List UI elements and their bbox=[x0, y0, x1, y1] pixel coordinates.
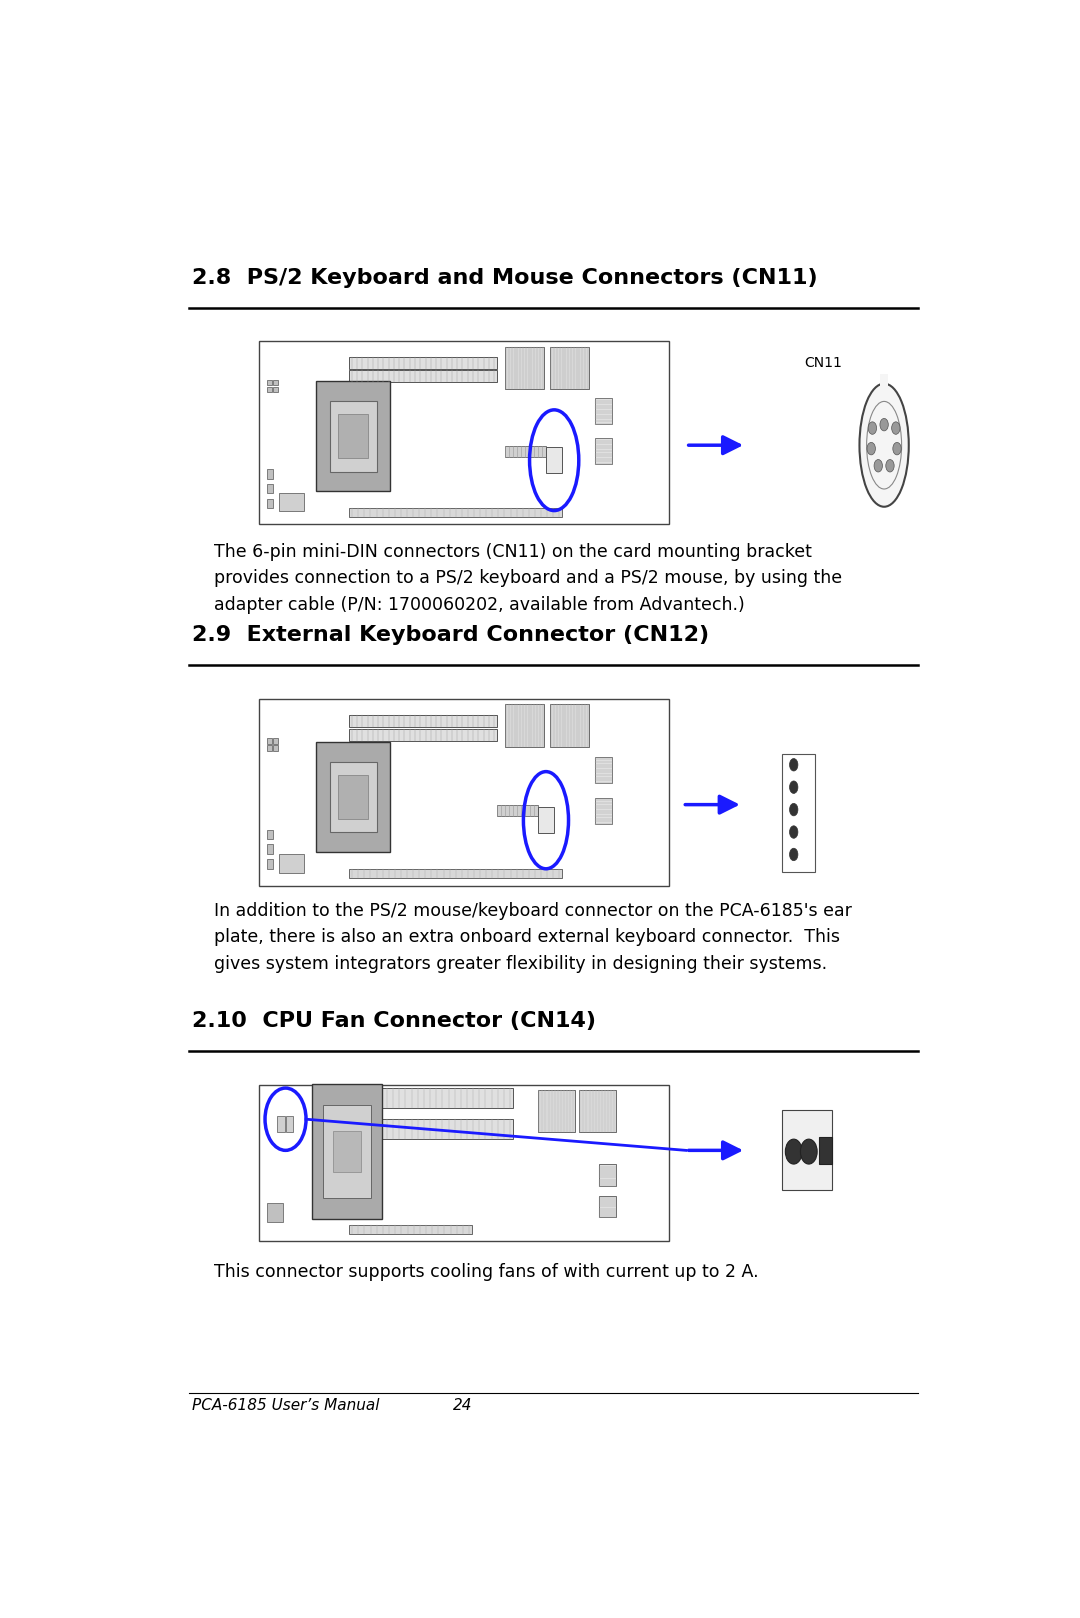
Text: 2.8  PS/2 Keyboard and Mouse Connectors (CN11): 2.8 PS/2 Keyboard and Mouse Connectors (… bbox=[192, 267, 818, 288]
Circle shape bbox=[893, 442, 901, 455]
Bar bbox=[316, 382, 390, 492]
Bar bbox=[349, 508, 563, 518]
Circle shape bbox=[789, 848, 798, 861]
Bar bbox=[349, 715, 497, 726]
Bar bbox=[267, 746, 272, 751]
Bar bbox=[280, 854, 303, 872]
Bar bbox=[349, 356, 497, 369]
Circle shape bbox=[880, 419, 888, 430]
Bar bbox=[323, 1105, 372, 1197]
Bar bbox=[329, 401, 377, 471]
Bar bbox=[538, 807, 554, 833]
Bar bbox=[259, 1086, 669, 1241]
Bar bbox=[550, 704, 589, 748]
Bar bbox=[278, 1116, 285, 1131]
Bar bbox=[349, 869, 563, 879]
Bar bbox=[316, 743, 390, 853]
Text: The 6-pin mini-DIN connectors (CN11) on the card mounting bracket
    provides c: The 6-pin mini-DIN connectors (CN11) on … bbox=[192, 544, 842, 613]
Bar bbox=[267, 1204, 283, 1222]
Text: This connector supports cooling fans of with current up to 2 A.: This connector supports cooling fans of … bbox=[192, 1264, 758, 1281]
Bar bbox=[259, 699, 669, 885]
Circle shape bbox=[800, 1139, 818, 1163]
Bar bbox=[267, 380, 272, 385]
Bar bbox=[550, 346, 589, 388]
Bar bbox=[595, 398, 611, 424]
Bar bbox=[349, 1225, 472, 1235]
Bar bbox=[819, 1137, 833, 1163]
Bar bbox=[273, 738, 279, 744]
Bar bbox=[267, 469, 273, 479]
Text: CN11: CN11 bbox=[805, 356, 842, 371]
Bar bbox=[546, 448, 563, 472]
Bar bbox=[497, 806, 538, 817]
Bar bbox=[267, 484, 273, 493]
Circle shape bbox=[785, 1139, 802, 1163]
Bar bbox=[505, 704, 544, 748]
Circle shape bbox=[868, 422, 877, 434]
Circle shape bbox=[892, 422, 900, 434]
Bar bbox=[267, 830, 273, 838]
Text: In addition to the PS/2 mouse/keyboard connector on the PCA-6185's ear
    plate: In addition to the PS/2 mouse/keyboard c… bbox=[192, 901, 852, 972]
Bar bbox=[341, 1087, 513, 1108]
Bar bbox=[273, 746, 279, 751]
Bar bbox=[599, 1165, 616, 1186]
Bar bbox=[505, 445, 546, 456]
Bar bbox=[782, 1110, 833, 1191]
Circle shape bbox=[789, 825, 798, 838]
Bar bbox=[782, 754, 815, 872]
Bar bbox=[285, 1116, 293, 1131]
Bar bbox=[273, 380, 279, 385]
Bar bbox=[880, 374, 889, 388]
Circle shape bbox=[874, 460, 882, 472]
Bar bbox=[273, 387, 279, 393]
Circle shape bbox=[789, 781, 798, 793]
Bar bbox=[338, 414, 368, 458]
Bar bbox=[267, 859, 273, 869]
Text: PCA-6185 User’s Manual: PCA-6185 User’s Manual bbox=[192, 1398, 379, 1413]
Bar bbox=[267, 845, 273, 854]
Bar bbox=[595, 757, 611, 783]
Bar bbox=[349, 728, 497, 741]
Bar bbox=[267, 498, 273, 508]
Circle shape bbox=[886, 460, 894, 472]
Text: 2.10  CPU Fan Connector (CN14): 2.10 CPU Fan Connector (CN14) bbox=[192, 1011, 596, 1031]
Circle shape bbox=[789, 759, 798, 772]
Bar bbox=[338, 775, 368, 819]
Bar bbox=[267, 738, 272, 744]
Bar bbox=[595, 438, 611, 464]
Bar bbox=[341, 1120, 513, 1139]
Bar bbox=[349, 371, 497, 382]
Bar bbox=[312, 1084, 382, 1218]
Bar bbox=[599, 1196, 616, 1217]
Ellipse shape bbox=[860, 383, 908, 506]
Bar bbox=[505, 346, 544, 388]
Bar bbox=[280, 493, 303, 511]
Bar bbox=[538, 1089, 575, 1131]
Bar bbox=[333, 1131, 361, 1171]
Bar bbox=[267, 387, 272, 393]
Bar bbox=[259, 341, 669, 524]
Bar bbox=[579, 1089, 616, 1131]
Text: 2.9  External Keyboard Connector (CN12): 2.9 External Keyboard Connector (CN12) bbox=[192, 625, 710, 646]
Circle shape bbox=[789, 804, 798, 815]
Bar bbox=[595, 798, 611, 824]
Bar bbox=[329, 762, 377, 832]
Text: 24: 24 bbox=[454, 1398, 473, 1413]
Circle shape bbox=[867, 442, 876, 455]
